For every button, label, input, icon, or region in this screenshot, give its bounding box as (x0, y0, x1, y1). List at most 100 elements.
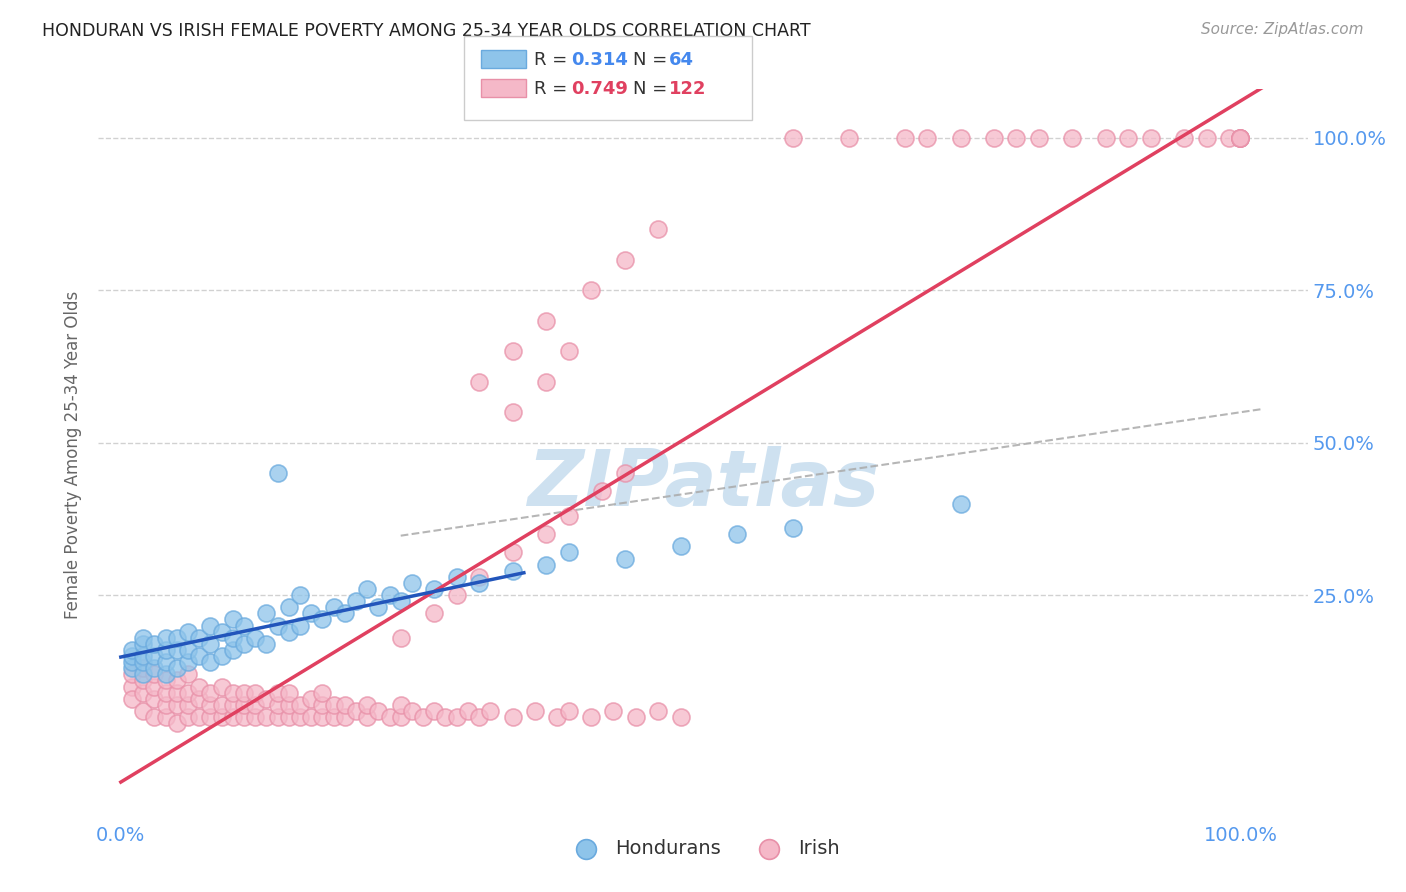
Point (613, 466, 636, 480)
Point (233, 710, 256, 724)
Point (502, 564, 524, 578)
Point (222, 631, 245, 645)
Point (915, 131, 938, 145)
Point (166, 661, 188, 675)
Point (502, 710, 524, 724)
Point (200, 618, 222, 632)
Point (624, 710, 647, 724)
Point (254, 691, 277, 706)
Point (1229, 131, 1251, 145)
Text: ZIPatlas: ZIPatlas (527, 446, 879, 522)
Point (132, 637, 155, 651)
Point (132, 686, 155, 700)
Text: 64: 64 (669, 51, 695, 69)
Point (401, 576, 423, 591)
Point (479, 704, 502, 718)
Point (536, 558, 558, 572)
Point (266, 618, 288, 632)
Point (412, 710, 434, 724)
Point (311, 686, 333, 700)
Point (277, 686, 299, 700)
Point (299, 691, 322, 706)
Point (211, 649, 233, 664)
Point (177, 655, 200, 669)
Point (121, 655, 143, 669)
Point (143, 691, 166, 706)
Legend: Hondurans, Irish: Hondurans, Irish (558, 831, 848, 866)
Point (143, 637, 166, 651)
Point (155, 667, 177, 681)
Text: 0.314: 0.314 (571, 51, 627, 69)
Point (669, 710, 692, 724)
Point (536, 527, 558, 541)
Point (1229, 131, 1251, 145)
Point (188, 631, 211, 645)
Point (344, 594, 367, 608)
Point (423, 582, 446, 596)
Point (579, 710, 602, 724)
Point (132, 649, 155, 664)
Point (1118, 131, 1140, 145)
Point (177, 643, 200, 657)
Point (333, 710, 356, 724)
Point (446, 588, 468, 602)
Point (502, 545, 524, 559)
Point (423, 607, 446, 621)
Point (344, 704, 367, 718)
Point (949, 497, 972, 511)
Point (143, 649, 166, 664)
Point (546, 710, 568, 724)
Point (647, 704, 669, 718)
Point (1028, 131, 1050, 145)
Point (288, 698, 311, 712)
Point (166, 643, 188, 657)
Point (188, 710, 211, 724)
Point (166, 673, 188, 688)
Point (782, 131, 804, 145)
Point (311, 698, 333, 712)
Point (389, 631, 412, 645)
Point (200, 698, 222, 712)
Point (200, 637, 222, 651)
Point (288, 588, 311, 602)
Point (233, 637, 256, 651)
Point (188, 649, 211, 664)
Point (557, 545, 579, 559)
Point (434, 710, 457, 724)
Point (423, 704, 446, 718)
Point (356, 582, 378, 596)
Point (121, 643, 143, 657)
Point (983, 131, 1005, 145)
Point (121, 680, 143, 694)
Point (322, 600, 344, 615)
Point (177, 624, 200, 639)
Point (299, 607, 322, 621)
Point (222, 643, 245, 657)
Point (557, 344, 579, 359)
Text: 0.749: 0.749 (571, 80, 627, 98)
Point (155, 698, 177, 712)
Point (155, 631, 177, 645)
Point (266, 698, 288, 712)
Point (266, 466, 288, 480)
Point (155, 710, 177, 724)
Point (277, 600, 299, 615)
Point (669, 539, 692, 553)
Point (121, 667, 143, 681)
Point (311, 613, 333, 627)
Point (1140, 131, 1163, 145)
Point (132, 655, 155, 669)
Point (121, 661, 143, 675)
Point (288, 618, 311, 632)
Point (222, 698, 245, 712)
Point (277, 624, 299, 639)
Point (367, 600, 389, 615)
Point (502, 344, 524, 359)
Text: N =: N = (633, 51, 672, 69)
Point (1173, 131, 1195, 145)
Point (949, 131, 972, 145)
Point (143, 667, 166, 681)
Point (838, 131, 860, 145)
Point (333, 698, 356, 712)
Point (254, 637, 277, 651)
